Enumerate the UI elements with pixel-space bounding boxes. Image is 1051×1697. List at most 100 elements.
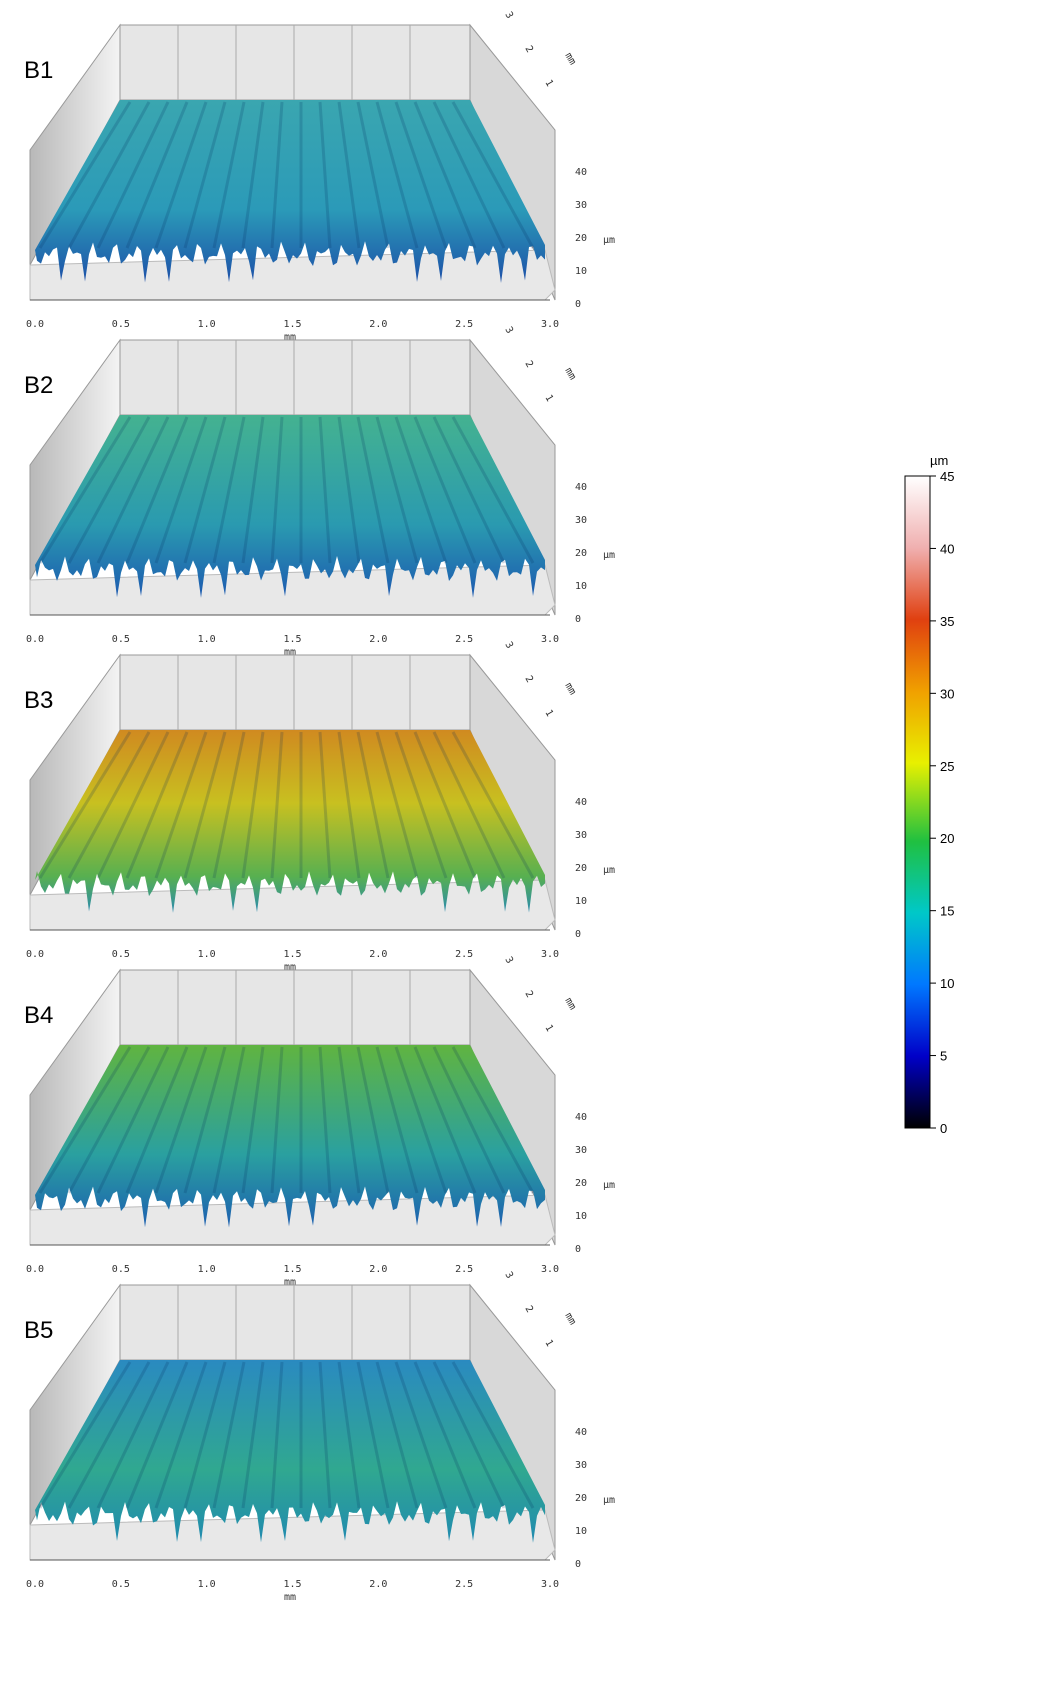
surface-panel: B4 0.0 0.5 1.0 1.5 2.0 2.5 3.0 mm 0 10 20 30 40 µm 1 2 3 m… — [24, 955, 615, 1288]
y-tick-label: 3 — [502, 640, 515, 651]
surface-texture — [154, 101, 208, 249]
surface-texture — [451, 101, 535, 249]
surface-texture — [96, 1046, 170, 1194]
surface — [35, 415, 545, 598]
surface-texture — [394, 1046, 448, 1194]
surface-texture — [241, 731, 265, 879]
z-tick-label: 0 — [575, 929, 581, 940]
y-axis-unit: mm — [562, 681, 578, 697]
x-tick-label: 2.5 — [455, 319, 473, 330]
colorbar-tick-label: 40 — [940, 541, 954, 556]
back-wall — [119, 24, 471, 101]
surface-texture — [451, 731, 535, 879]
surface-texture — [394, 1361, 448, 1509]
surface-texture — [38, 101, 132, 249]
z-tick-label: 10 — [575, 1211, 587, 1222]
x-tick-label: 1.0 — [198, 319, 216, 330]
x-tick-label: 2.0 — [369, 949, 387, 960]
x-tick-label: 0.0 — [26, 634, 44, 645]
surface-texture — [356, 1046, 390, 1194]
surface-texture — [270, 416, 284, 564]
y-tick-label: 1 — [542, 708, 555, 719]
surface-texture — [451, 1046, 535, 1194]
x-axis-unit: mm — [284, 962, 296, 973]
surface-texture — [125, 101, 189, 249]
surface-texture — [451, 416, 535, 564]
x-tick-label: 0.5 — [112, 319, 130, 330]
surface — [35, 730, 545, 913]
x-tick-label: 0.0 — [26, 949, 44, 960]
x-tick-label: 1.0 — [198, 949, 216, 960]
surface-texture — [241, 1046, 265, 1194]
y-axis-unit: mm — [562, 51, 578, 67]
surface-panel: B3 0.0 0.5 1.0 1.5 2.0 2.5 3.0 mm 0 10 20 30 40 µm 1 2 3 m… — [24, 640, 615, 973]
z-tick-label: 10 — [575, 896, 587, 907]
x-tick-label: 0.5 — [112, 1264, 130, 1275]
z-axis-unit: µm — [603, 550, 615, 561]
surface-texture — [270, 101, 284, 249]
x-tick-label: 2.5 — [455, 1264, 473, 1275]
panel-label: B1 — [24, 57, 53, 84]
z-axis-unit: µm — [603, 1180, 615, 1191]
surface-texture — [183, 1361, 227, 1509]
surface-texture — [432, 101, 506, 249]
surface-panel: B1 0.0 0.5 1.0 1.5 2.0 2.5 3.0 mm 0 10 20 30 40 µm 1 2 3 m… — [24, 10, 615, 343]
z-tick-label: 30 — [575, 830, 587, 841]
x-tick-label: 0.5 — [112, 949, 130, 960]
z-tick-label: 10 — [575, 581, 587, 592]
surface-texture — [432, 1046, 506, 1194]
y-tick-label: 1 — [542, 1023, 555, 1034]
x-axis-unit: mm — [284, 332, 296, 343]
z-tick-label: 10 — [575, 1526, 587, 1537]
surface-texture — [67, 731, 151, 879]
y-tick-label: 2 — [522, 674, 535, 685]
surface-texture — [356, 1361, 390, 1509]
x-tick-label: 0.0 — [26, 319, 44, 330]
surface-texture — [337, 1361, 361, 1509]
surface-texture — [96, 1361, 170, 1509]
y-tick-label: 3 — [502, 325, 515, 336]
surface-texture — [413, 101, 477, 249]
surface-texture — [375, 1361, 419, 1509]
x-tick-label: 3.0 — [541, 1579, 559, 1590]
z-tick-label: 20 — [575, 233, 587, 244]
z-axis-unit: µm — [603, 235, 615, 246]
z-tick-label: 40 — [575, 1427, 587, 1438]
x-axis-unit: mm — [284, 647, 296, 658]
colorbar-unit: µm — [930, 453, 948, 468]
z-axis-unit: µm — [603, 865, 615, 876]
surface-texture — [356, 416, 390, 564]
x-axis-unit: mm — [284, 1277, 296, 1288]
y-tick-label: 3 — [502, 10, 515, 21]
colorbar-tick-label: 0 — [940, 1121, 947, 1136]
y-tick-label: 1 — [542, 1338, 555, 1349]
surface-texture — [154, 416, 208, 564]
surface-texture — [67, 1361, 151, 1509]
surface-texture — [125, 731, 189, 879]
surface-texture — [318, 101, 332, 249]
y-tick-label: 1 — [542, 393, 555, 404]
z-tick-label: 40 — [575, 1112, 587, 1123]
y-axis-unit: mm — [562, 1311, 578, 1327]
surface-texture — [451, 1361, 535, 1509]
x-tick-label: 2.0 — [369, 1579, 387, 1590]
z-tick-label: 0 — [575, 1559, 581, 1570]
surface-texture — [67, 1046, 151, 1194]
surface-texture — [270, 1361, 284, 1509]
x-tick-label: 3.0 — [541, 1264, 559, 1275]
surface-texture — [270, 1046, 284, 1194]
surface-texture — [413, 1046, 477, 1194]
surface-texture — [241, 416, 265, 564]
surface-texture — [183, 101, 227, 249]
colorbar-tick-label: 25 — [940, 759, 954, 774]
y-axis-unit: mm — [562, 996, 578, 1012]
surface-texture — [183, 1046, 227, 1194]
z-tick-label: 0 — [575, 299, 581, 310]
y-tick-label: 2 — [522, 989, 535, 1000]
surface-texture — [375, 731, 419, 879]
x-tick-label: 0.0 — [26, 1264, 44, 1275]
surface-texture — [356, 101, 390, 249]
surface-texture — [212, 731, 246, 879]
surface — [35, 1360, 545, 1543]
